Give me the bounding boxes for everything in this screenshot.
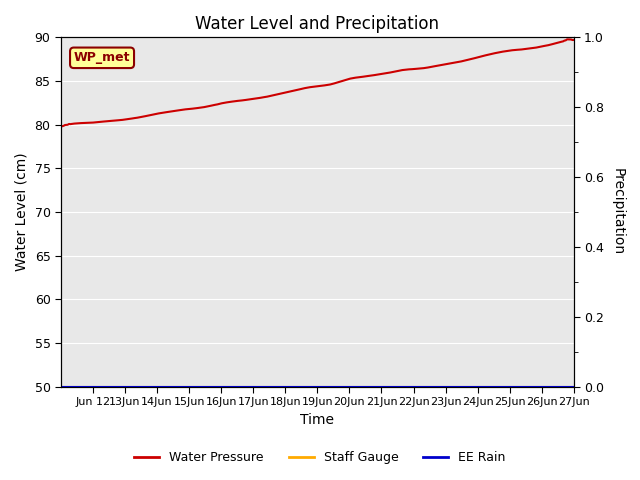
Y-axis label: Precipitation: Precipitation (611, 168, 625, 255)
Legend: Water Pressure, Staff Gauge, EE Rain: Water Pressure, Staff Gauge, EE Rain (129, 446, 511, 469)
Text: WP_met: WP_met (74, 51, 131, 64)
Water Pressure (563, 36, 571, 42)
Water Pressure (570, 37, 577, 43)
X-axis label: Time: Time (300, 413, 334, 427)
Line: Water Pressure: Water Pressure (61, 39, 573, 126)
Title: Water Level and Precipitation: Water Level and Precipitation (195, 15, 440, 33)
Water Pressure (499, 49, 507, 55)
Water Pressure (567, 36, 575, 42)
Water Pressure (57, 123, 65, 129)
Y-axis label: Water Level (cm): Water Level (cm) (15, 153, 29, 271)
Water Pressure (74, 120, 82, 126)
Water Pressure (422, 65, 430, 71)
Water Pressure (321, 83, 328, 88)
Water Pressure (91, 120, 99, 125)
